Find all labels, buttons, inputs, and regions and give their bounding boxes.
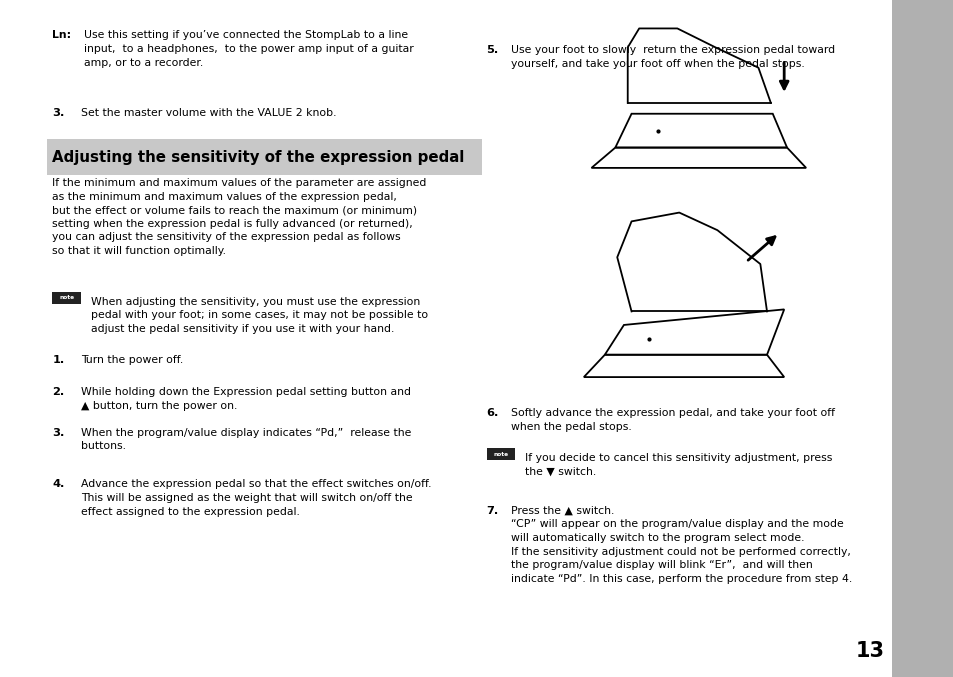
Text: If you decide to cancel this sensitivity adjustment, press
the ▼ switch.: If you decide to cancel this sensitivity… [524,453,831,477]
Text: Set the master volume with the VALUE 2 knob.: Set the master volume with the VALUE 2 k… [81,108,336,118]
Text: When the program/value display indicates “Pd,”  release the
buttons.: When the program/value display indicates… [81,428,411,452]
Text: 3.: 3. [52,108,65,118]
Text: 4.: 4. [52,479,65,489]
Text: While holding down the Expression pedal setting button and
▲ button, turn the po: While holding down the Expression pedal … [81,387,411,411]
Text: When adjusting the sensitivity, you must use the expression
pedal with your foot: When adjusting the sensitivity, you must… [91,297,427,334]
Text: 1.: 1. [52,355,65,366]
Text: 13: 13 [855,641,883,661]
FancyBboxPatch shape [486,448,515,460]
Text: If the minimum and maximum values of the parameter are assigned
as the minimum a: If the minimum and maximum values of the… [52,178,426,256]
Text: Adjusting the sensitivity of the expression pedal: Adjusting the sensitivity of the express… [52,150,464,165]
Text: Turn the power off.: Turn the power off. [81,355,183,366]
Text: note: note [59,295,74,301]
Text: Use this setting if you’ve connected the StompLab to a line
input,  to a headpho: Use this setting if you’ve connected the… [84,30,414,68]
Text: note: note [493,452,508,457]
Text: 5.: 5. [486,45,498,56]
Text: 6.: 6. [486,408,498,418]
Text: 2.: 2. [52,387,65,397]
Text: Use your foot to slowly  return the expression pedal toward
yourself, and take y: Use your foot to slowly return the expre… [511,45,835,69]
Text: 7.: 7. [486,506,498,516]
Text: Press the ▲ switch.
“CP” will appear on the program/value display and the mode
w: Press the ▲ switch. “CP” will appear on … [511,506,852,584]
FancyBboxPatch shape [891,0,953,677]
Text: 3.: 3. [52,428,65,438]
Text: Softly advance the expression pedal, and take your foot off
when the pedal stops: Softly advance the expression pedal, and… [511,408,835,432]
FancyBboxPatch shape [52,292,81,304]
Text: Advance the expression pedal so that the effect switches on/off.
This will be as: Advance the expression pedal so that the… [81,479,431,517]
Text: Ln:: Ln: [52,30,71,41]
FancyBboxPatch shape [47,139,481,175]
